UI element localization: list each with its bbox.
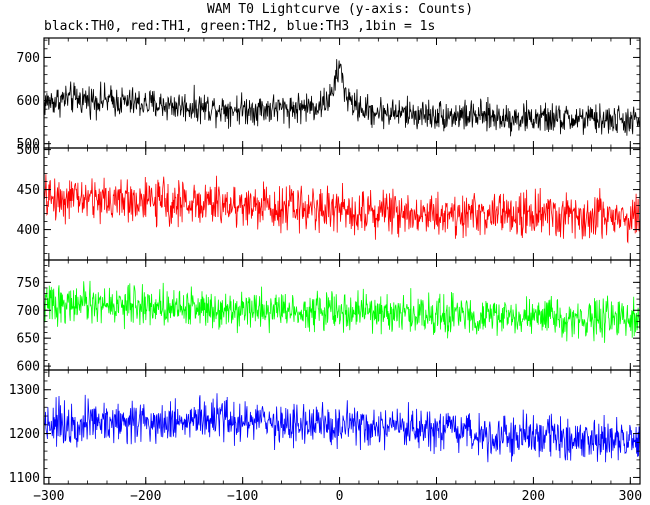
panel-th1: 400 450 500: [17, 143, 641, 261]
x-tick-label: 100: [425, 489, 448, 504]
y-tick-label: 750: [17, 276, 40, 291]
y-tick-label: 700: [17, 51, 40, 66]
panel-frame: [43, 37, 641, 149]
y-tick-label: 450: [17, 183, 40, 198]
chart-subtitle: black:TH0, red:TH1, green:TH2, blue:TH3 …: [44, 19, 435, 34]
series-line-th2: [44, 280, 640, 343]
panels-group: 500 600 700 400 450 500 600 650 700 750 1100 1200 13…: [9, 37, 641, 486]
x-tick-label: 200: [522, 489, 545, 504]
panel-th3: 1100 1200 1300: [9, 369, 641, 486]
y-tick-label: 500: [17, 143, 40, 158]
y-tick-label: 1200: [9, 427, 40, 442]
y-tick-label: 700: [17, 304, 40, 319]
series-line-th3: [44, 393, 640, 463]
y-tick-label: 600: [17, 94, 40, 109]
y-tick-label: 400: [17, 223, 40, 238]
x-tick-label: −100: [227, 489, 258, 504]
y-tick-label: 600: [17, 360, 40, 375]
panel-frame: [43, 369, 641, 485]
x-tick-label: 0: [336, 489, 344, 504]
x-tick-label: 300: [619, 489, 642, 504]
series-line-th1: [44, 174, 640, 244]
x-tick-label: −300: [33, 489, 64, 504]
y-tick-label: 650: [17, 332, 40, 347]
x-tick-label: −200: [130, 489, 161, 504]
panel-th0: 500 600 700: [17, 37, 641, 152]
x-axis: −300 −200 −100 0 100 200 300: [33, 489, 642, 504]
chart-title: WAM T0 Lightcurve (y-axis: Counts): [207, 2, 473, 17]
series-line-th0: [44, 59, 640, 137]
panel-th2: 600 650 700 750: [17, 259, 641, 375]
y-tick-label: 1300: [9, 383, 40, 398]
y-tick-label: 1100: [9, 471, 40, 486]
y-tick-label: 500: [17, 137, 40, 152]
